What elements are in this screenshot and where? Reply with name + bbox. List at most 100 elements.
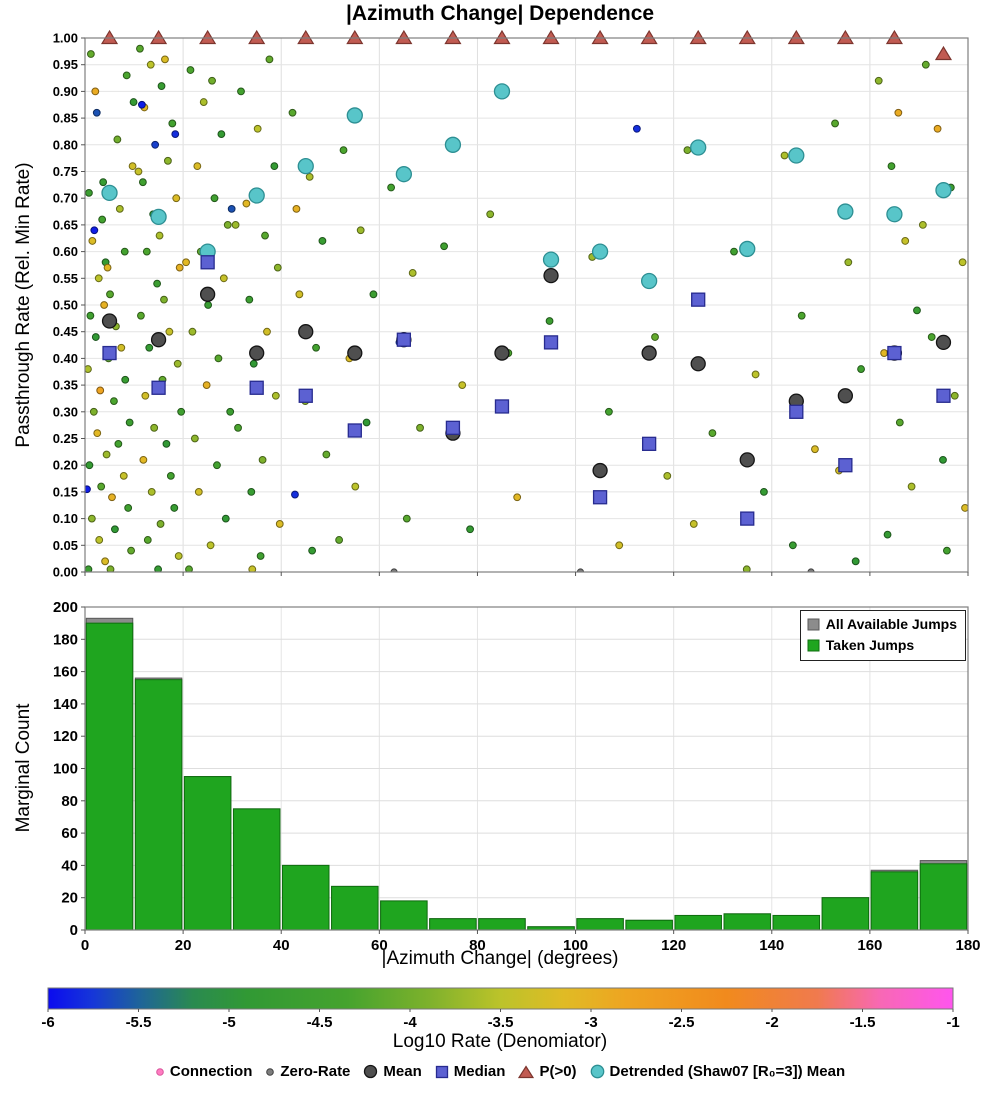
connection-icon	[156, 1067, 164, 1076]
p-gt-0-marker	[100, 29, 119, 45]
scatter-point	[513, 493, 522, 502]
histogram-y-tick-label: 80	[61, 793, 78, 810]
mean-marker	[347, 345, 363, 361]
p-gt-0-marker	[150, 29, 168, 45]
scatter-point	[141, 391, 150, 400]
legend-item-taken-jumps: Taken Jumps	[807, 635, 957, 656]
p-gt-0-marker	[493, 29, 511, 45]
scatter-point	[85, 461, 94, 470]
scatter-point	[150, 423, 159, 432]
scatter-point	[146, 60, 155, 69]
histogram-y-tick-label: 0	[70, 922, 78, 939]
scatter-point	[186, 66, 195, 74]
scatter-point	[87, 514, 96, 523]
scatter-point	[901, 237, 910, 245]
detrended-mean-marker	[739, 240, 756, 258]
median-marker	[838, 458, 853, 473]
scatter-point	[223, 221, 232, 229]
bar-taken	[821, 897, 870, 931]
bar-taken	[85, 622, 134, 931]
legend-item-mean: Mean	[363, 1063, 422, 1080]
scatter-point	[94, 274, 103, 283]
scatter-point	[308, 546, 317, 555]
scatter-point	[124, 504, 133, 512]
scatter-point	[458, 381, 467, 390]
scatter-point	[106, 290, 114, 299]
bar-taken	[919, 863, 968, 931]
scatter-point	[245, 295, 254, 304]
scatter-y-tick-label: 0.65	[53, 217, 78, 232]
legend-label: All Available Jumps	[825, 616, 957, 632]
scatter-y-tick-label: 0.40	[53, 351, 78, 366]
scatter-point	[356, 226, 365, 235]
scatter-point	[86, 50, 95, 58]
scatter-y-tick-label: 0.20	[53, 458, 78, 473]
histogram-y-tick-label: 120	[53, 728, 78, 745]
histogram-x-tick-label: 120	[661, 937, 686, 954]
bar-taken	[625, 919, 673, 931]
scatter-point	[143, 536, 152, 544]
scatter-point	[242, 199, 251, 208]
scatter-point	[138, 100, 146, 109]
scatter-y-tick-label: 0.05	[53, 538, 78, 553]
detrended-mean-marker	[444, 136, 462, 153]
scatter-point	[237, 87, 245, 96]
legend-item-median: Median	[435, 1063, 505, 1080]
scatter-point	[961, 504, 968, 512]
detrended-mean-marker	[346, 107, 363, 124]
scatter-point	[760, 488, 768, 496]
detrended-mean-marker	[591, 243, 609, 260]
scatter-point	[162, 439, 171, 448]
detrended-mean-marker	[248, 187, 265, 204]
scatter-point	[249, 359, 258, 368]
legend-item-connection: Connection	[155, 1063, 252, 1080]
scatter-point	[231, 221, 240, 229]
mean-marker	[199, 286, 216, 302]
bar-taken	[282, 864, 330, 931]
scatter-point	[177, 407, 186, 416]
scatter-point	[651, 333, 659, 341]
bar-taken	[576, 918, 624, 931]
scatter-gridlines	[85, 38, 968, 572]
scatter-point	[153, 279, 162, 288]
mean-marker	[837, 388, 854, 404]
scatter-point	[174, 552, 183, 560]
scatter-y-tick-label: 0.80	[53, 137, 78, 152]
scatter-y-tick-label: 1.00	[53, 31, 78, 46]
mean-marker	[494, 345, 510, 361]
scatter-point	[256, 552, 265, 560]
median-marker	[789, 404, 804, 419]
median-marker	[494, 399, 510, 414]
scatter-point	[89, 407, 98, 416]
scatter-plot-area: 0.00 0.05 0.10 0.15 0.20 0.25 0.30 0.35 0.40 0.45…	[53, 29, 969, 580]
histogram-x-tick-label: 180	[955, 937, 980, 954]
histogram-legend: All Available Jumps Taken Jumps	[799, 610, 966, 661]
scatter-point	[939, 455, 947, 464]
scatter-y-tick-label: 0.60	[53, 244, 78, 259]
p-gt-0-marker	[836, 29, 854, 45]
scatter-point	[689, 520, 698, 528]
zero-rate-point	[390, 568, 398, 572]
scatter-point	[95, 536, 104, 544]
scatter-point	[275, 520, 284, 528]
scatter-point	[115, 204, 124, 213]
scatter-point	[88, 237, 97, 245]
p-gt-0-marker	[297, 29, 315, 45]
detrended-mean-icon	[590, 1064, 604, 1079]
colorbar-tick-label: -5.5	[126, 1014, 152, 1031]
detrended-mean-marker	[493, 83, 511, 100]
median-marker	[445, 420, 461, 435]
scatter-point	[708, 429, 717, 438]
legend-item-p-gt-0: P(>0)	[518, 1063, 577, 1080]
scatter-y-tick-label: 0.95	[53, 57, 78, 72]
scatter-point	[202, 381, 211, 390]
zero-rate-icon	[266, 1067, 275, 1076]
scatter-point	[742, 565, 751, 572]
scatter-point	[387, 183, 396, 192]
mean-marker	[641, 345, 657, 361]
colorbar-tick-label: -4	[403, 1014, 417, 1031]
scatter-point	[125, 418, 134, 427]
median-marker	[543, 335, 559, 350]
scatter-point	[918, 221, 927, 229]
scatter-chart: 0.00 0.05 0.10 0.15 0.20 0.25 0.30 0.35 0.40 0.45…	[53, 29, 969, 580]
